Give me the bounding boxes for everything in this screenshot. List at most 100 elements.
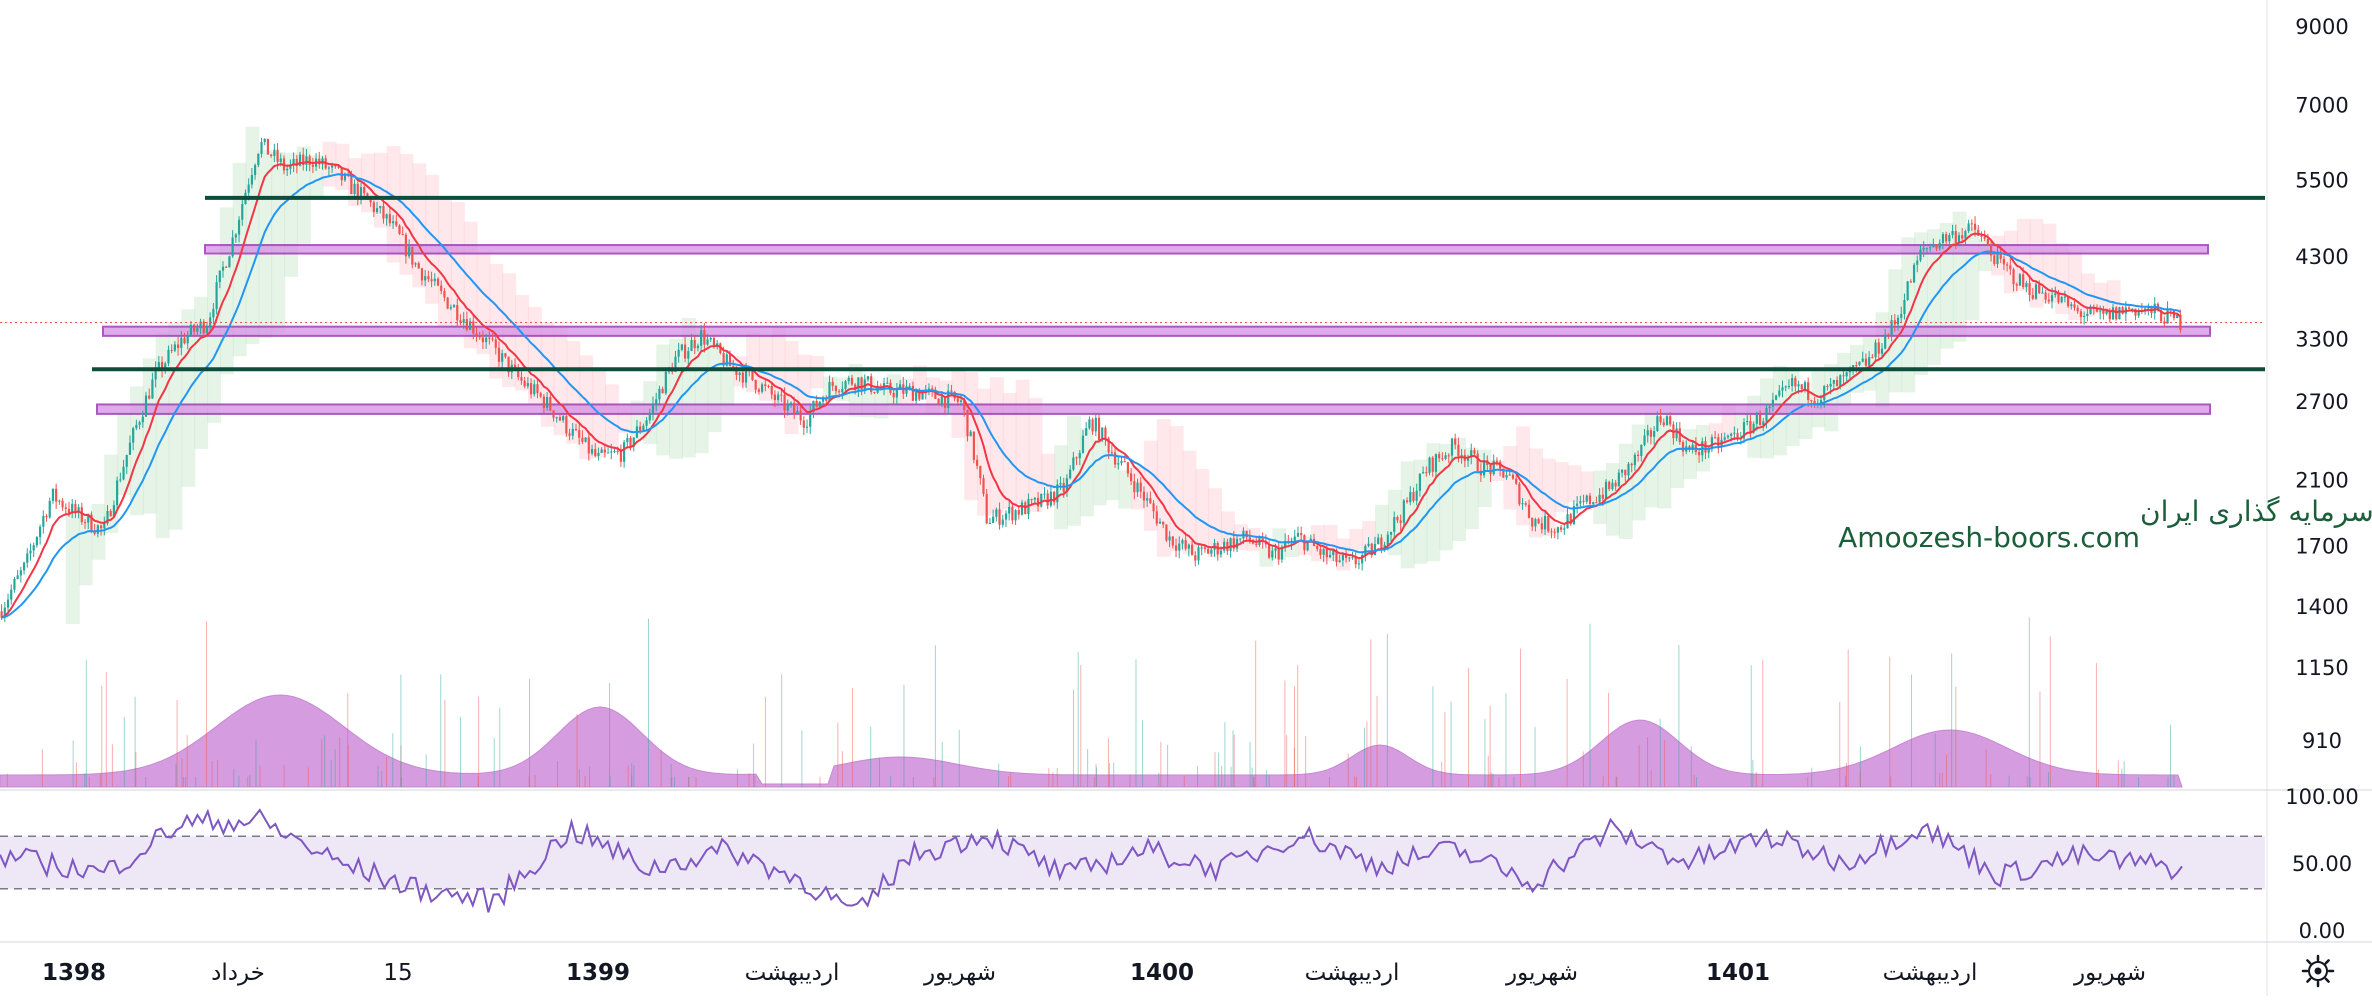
candle-body [2076, 307, 2079, 312]
candle-body [1851, 365, 1855, 369]
candle-body [250, 175, 253, 185]
candle-body [616, 451, 619, 453]
candle-body [1284, 541, 1287, 548]
candle-body [218, 270, 221, 283]
candle-body [3, 607, 6, 618]
candle-body [1248, 537, 1251, 541]
cloud-segment [271, 152, 286, 334]
candle-body [71, 503, 74, 514]
candle-body [1996, 251, 1999, 265]
candle-body [1569, 514, 1572, 524]
candle-body [1534, 519, 1537, 527]
candle-body [398, 225, 401, 234]
candle-body [513, 364, 517, 368]
candle-body [2111, 307, 2115, 320]
time-axis-label: 15 [383, 960, 412, 986]
candle-body [863, 379, 866, 390]
candle-body [1941, 234, 1945, 244]
candle-body [600, 449, 603, 453]
candle-body [895, 388, 898, 398]
candle-body [549, 396, 552, 411]
candle-body [1556, 527, 1559, 533]
candle-body [1033, 497, 1036, 500]
cloud-segment [1708, 423, 1723, 442]
sr-zone[interactable] [102, 325, 2211, 337]
candle-body [247, 184, 250, 193]
candle-body [796, 410, 799, 414]
candle-body [359, 187, 363, 200]
candle-body [1842, 375, 1845, 377]
candle-body [1158, 521, 1162, 524]
candle-body [74, 503, 77, 513]
candle-body [305, 156, 308, 165]
candle-body [478, 335, 481, 338]
candle-body [93, 531, 96, 534]
candle-body [1579, 501, 1582, 504]
candle-body [629, 437, 632, 447]
candle-body [404, 234, 408, 257]
candle-body [690, 340, 693, 352]
candle-body [1957, 235, 1961, 243]
candle-body [1643, 435, 1646, 445]
candle-body [32, 545, 35, 551]
candle-body [440, 285, 443, 291]
candle-body [1662, 422, 1665, 426]
candle-body [988, 522, 992, 524]
candle-body [1316, 546, 1319, 550]
candle-body [610, 451, 613, 453]
candle-body [183, 337, 186, 344]
candle-body [302, 154, 305, 165]
candle-body [327, 167, 331, 169]
candle-body [732, 366, 735, 368]
gear-icon[interactable] [2301, 954, 2335, 988]
candle-body [2137, 310, 2140, 316]
candle-body [193, 324, 196, 332]
candle-body [918, 392, 921, 400]
candle-body [13, 578, 16, 590]
candle-body [2060, 296, 2063, 303]
candle-body [1389, 531, 1393, 535]
candle-body [433, 278, 436, 282]
candle-body [1457, 444, 1460, 457]
candle-body [1235, 538, 1239, 549]
candle-body [1020, 502, 1024, 515]
candle-body [1912, 264, 1916, 283]
candle-body [16, 575, 19, 579]
watermark-line-2: Amoozesh-boors.com [1838, 521, 2140, 554]
candle-body [1531, 517, 1534, 527]
sr-zone[interactable] [204, 244, 2209, 255]
candle-body [1255, 543, 1258, 545]
candle-body [350, 175, 353, 195]
candle-body [452, 305, 456, 308]
candle-body [1152, 503, 1155, 512]
candle-body [1900, 313, 1903, 318]
candle-body [22, 562, 26, 571]
candle-body [1752, 423, 1755, 433]
candle-body [109, 510, 112, 517]
candle-body [892, 392, 895, 398]
candle-body [196, 328, 199, 332]
sr-zone[interactable] [96, 403, 2211, 415]
candle-body [1332, 550, 1335, 555]
candle-body [1117, 463, 1120, 465]
candle-body [1961, 235, 1964, 239]
candle-body [1402, 500, 1405, 523]
candle-body [1665, 416, 1669, 426]
cloud-segment [283, 152, 298, 277]
candle-body [411, 246, 414, 265]
candle-body [565, 416, 568, 434]
candle-body [825, 398, 828, 401]
candle-body [1646, 430, 1649, 436]
cloud-segment [142, 358, 157, 514]
candle-body [77, 507, 80, 513]
rsi-band [0, 836, 2265, 889]
candle-body [677, 349, 680, 357]
candle-body [1341, 554, 1344, 561]
candle-body [2121, 307, 2124, 314]
candle-body [619, 451, 623, 462]
candle-body [578, 430, 581, 438]
candle-body [1415, 490, 1418, 501]
candle-body [716, 343, 719, 346]
